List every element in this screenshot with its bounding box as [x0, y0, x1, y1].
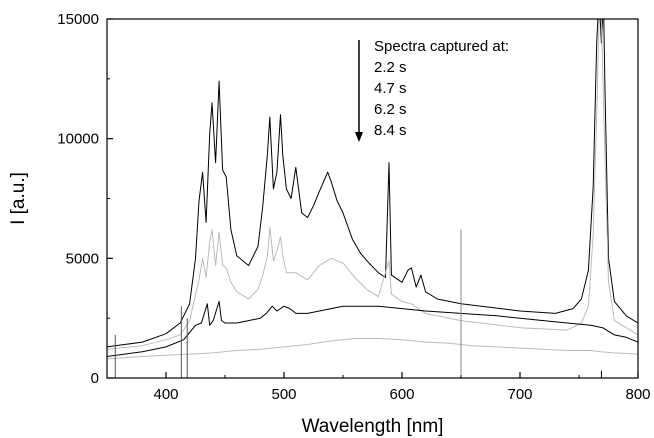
legend-annotation: Spectra captured at: 2.2 s 4.7 s 6.2 s 8…	[355, 38, 509, 142]
x-tick-label: 600	[389, 386, 414, 403]
series-line-3	[106, 300, 639, 357]
series-line-4	[106, 338, 639, 360]
y-tick-label: 0	[91, 370, 99, 387]
legend-arrow-head	[355, 132, 363, 142]
series-line-2	[106, 18, 639, 350]
y-tick-label: 10000	[57, 131, 99, 148]
y-tick-label: 15000	[57, 11, 99, 28]
legend-entry: 2.2 s	[374, 59, 407, 76]
legend-entry: 8.4 s	[374, 122, 407, 139]
x-tick-label: 700	[507, 386, 532, 403]
x-tick-label: 500	[271, 386, 296, 403]
series-line-1	[106, 18, 639, 348]
x-tick-label: 400	[153, 386, 178, 403]
legend-entry: 6.2 s	[374, 101, 407, 118]
x-tick-label: 800	[625, 386, 650, 403]
plot-frame	[106, 18, 639, 379]
y-axis-title: I [a.u.]	[8, 172, 29, 225]
x-axis-title: Wavelength [nm]	[302, 416, 444, 437]
y-tick-label: 5000	[66, 250, 99, 267]
legend-entry: 4.7 s	[374, 80, 407, 97]
ticks-layer: 400 500 600 700 800 0 5000 10000 15000	[57, 11, 650, 403]
series-layer	[106, 18, 639, 378]
legend-title: Spectra captured at:	[374, 38, 509, 55]
